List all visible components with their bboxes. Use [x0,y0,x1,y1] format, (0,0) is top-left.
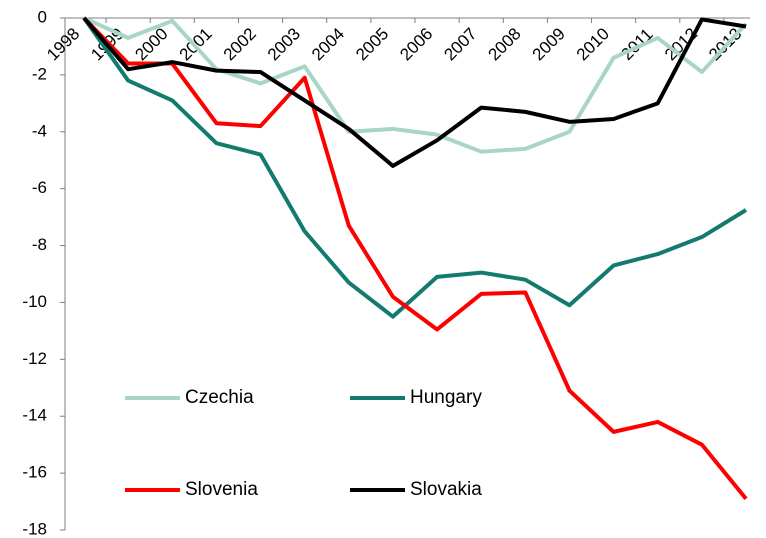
series-line [82,16,748,500]
x-tick-label: 2006 [396,24,436,64]
series-line [82,16,748,319]
legend-label: Czechia [185,387,254,408]
legend-label: Slovenia [185,479,258,500]
x-tick-label: 2004 [308,24,348,64]
y-tick-label: -16 [22,463,47,482]
x-tick-label: 2011 [617,25,656,64]
y-tick-label: -12 [22,349,47,368]
x-tick-label: 2005 [352,24,392,64]
y-tick-label: -18 [22,519,47,538]
x-tick-label: 2008 [485,24,525,64]
x-tick-label: 2002 [220,24,260,64]
series-line [82,16,747,168]
x-tick-label: 2003 [264,24,304,64]
series-line [83,16,748,154]
y-tick-label: -6 [32,178,47,197]
x-tick-label: 2009 [529,24,569,64]
y-tick-label: -8 [32,235,47,254]
x-tick-label: 2010 [573,24,613,64]
legend-label: Hungary [410,387,482,408]
y-tick-label: -10 [22,292,47,311]
y-tick-label: -14 [22,406,47,425]
x-tick-label: 2007 [440,24,480,64]
y-tick-label: 0 [38,7,47,26]
x-tick-label: 1998 [43,24,83,64]
y-tick-label: -2 [32,64,47,83]
y-tick-label: -4 [32,121,47,140]
legend-label: Slovakia [410,479,482,500]
